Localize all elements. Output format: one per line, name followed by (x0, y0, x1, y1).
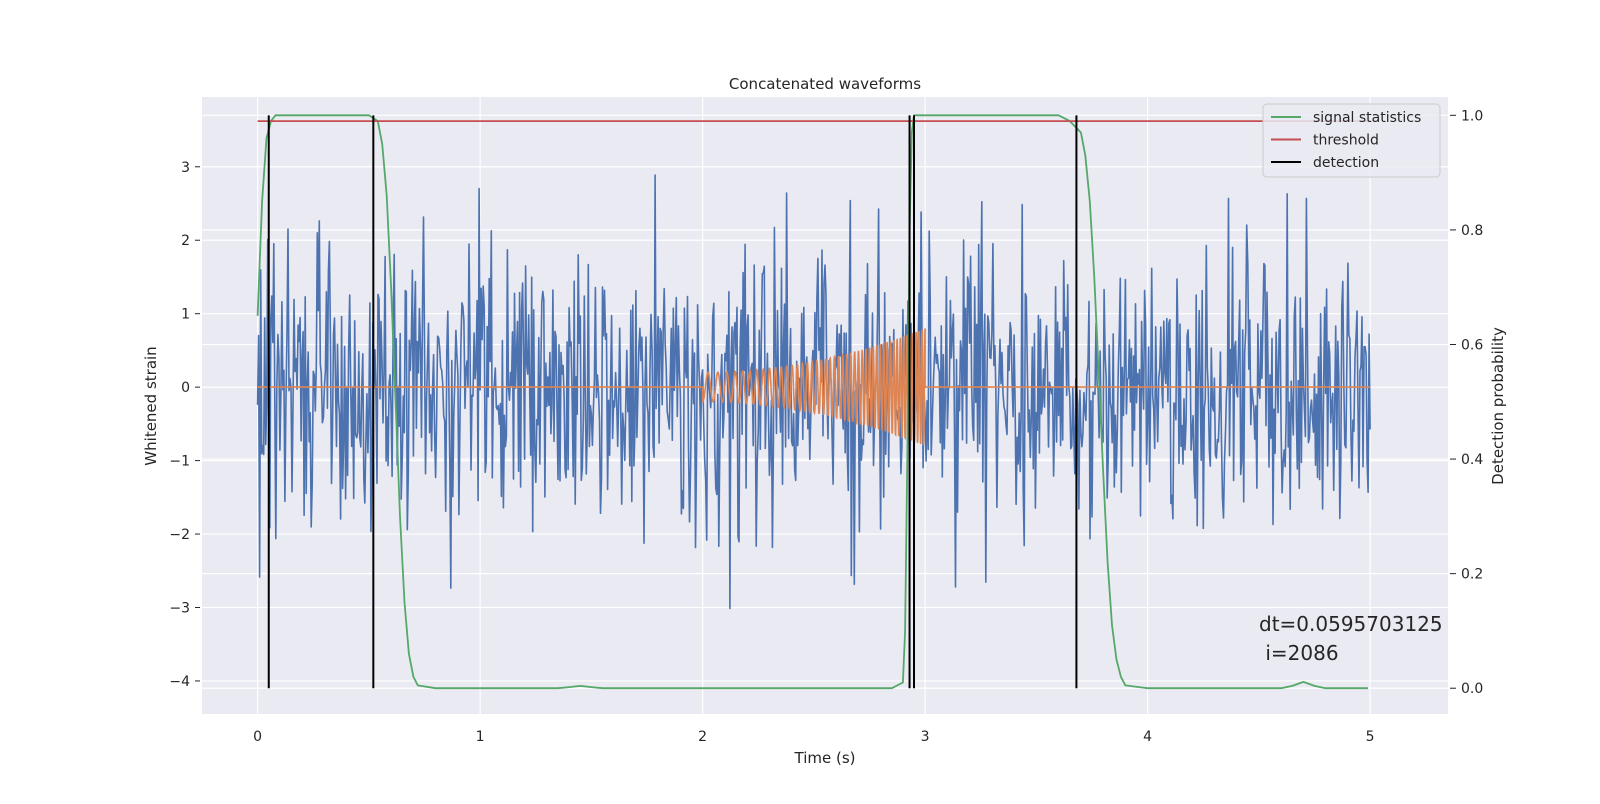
x-tick-label: 2 (698, 729, 707, 745)
y-tick-label: 3 (181, 160, 190, 176)
signal-statistics-line (256, 114, 1368, 690)
x-tick-label: 1 (476, 729, 485, 745)
y-axis-label: Whitened strain (142, 346, 160, 465)
y-right-tick-label: 0.0 (1461, 681, 1483, 697)
y-tick-label: −2 (169, 527, 190, 543)
x-tick-label: 4 (1143, 729, 1152, 745)
annotation-dt: dt=0.0595703125 (1259, 612, 1443, 636)
y-right-tick-label: 0.2 (1461, 567, 1483, 583)
legend-label: threshold (1313, 133, 1379, 149)
x-tick-label: 5 (1366, 729, 1375, 745)
y-right-tick-label: 0.6 (1461, 337, 1483, 353)
legend-label: signal statistics (1313, 110, 1421, 126)
annotation-i: i=2086 (1259, 641, 1339, 665)
y-tick-label: −4 (169, 674, 190, 690)
x-tick-label: 3 (921, 729, 930, 745)
x-tick-label: 0 (253, 729, 262, 745)
axes: 0 1 2 3 4 5 −4 −3 −2 −1 0 1 2 3 0.0 0.2 0.4 0.6 0.8 1.0 (169, 108, 1483, 745)
y-tick-label: −3 (169, 600, 190, 616)
y-tick-label: 2 (181, 233, 190, 249)
chart-title: Concatenated waveforms (729, 75, 921, 93)
y-right-tick-label: 1.0 (1461, 108, 1483, 124)
legend-box (1262, 103, 1441, 178)
plot-area (256, 114, 1371, 690)
legend-label: detection (1313, 155, 1379, 171)
legend: signal statistics threshold detection (1262, 103, 1441, 178)
y-right-tick-label: 0.4 (1461, 452, 1483, 468)
x-axis-label: Time (s) (794, 749, 856, 767)
y-tick-label: −1 (169, 454, 190, 470)
y-axis-label-right: Detection probability (1489, 327, 1507, 485)
injected-waveform-line (257, 328, 1371, 446)
y-tick-label: 0 (181, 380, 190, 396)
y-right-tick-label: 0.8 (1461, 223, 1483, 239)
y-tick-label: 1 (181, 307, 190, 323)
